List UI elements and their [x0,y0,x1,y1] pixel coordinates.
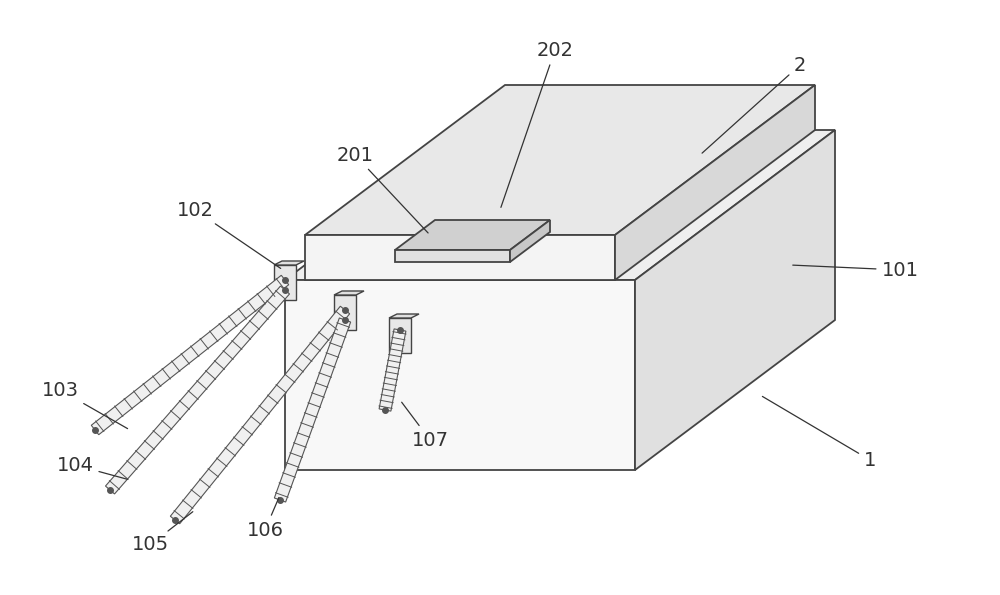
Text: 102: 102 [176,201,281,268]
Polygon shape [305,235,615,280]
Text: 201: 201 [336,146,428,233]
Polygon shape [285,130,835,280]
Polygon shape [389,318,411,353]
Polygon shape [274,261,304,265]
Polygon shape [91,275,289,435]
Text: 2: 2 [702,55,806,153]
Polygon shape [389,314,419,318]
Polygon shape [615,85,815,280]
Polygon shape [395,250,510,262]
Polygon shape [334,291,364,295]
Polygon shape [334,295,356,330]
Text: 104: 104 [56,456,127,479]
Polygon shape [379,329,406,411]
Polygon shape [510,220,550,262]
Text: 202: 202 [501,40,574,208]
Text: 107: 107 [402,402,448,449]
Polygon shape [305,85,815,235]
Polygon shape [274,265,296,300]
Text: 106: 106 [246,497,284,540]
Polygon shape [105,286,290,494]
Polygon shape [635,130,835,470]
Text: 101: 101 [793,261,918,280]
Polygon shape [395,220,550,250]
Text: 103: 103 [42,380,128,428]
Polygon shape [285,280,635,470]
Text: 1: 1 [762,396,876,469]
Text: 105: 105 [131,512,193,555]
Polygon shape [274,318,351,502]
Polygon shape [170,306,350,524]
